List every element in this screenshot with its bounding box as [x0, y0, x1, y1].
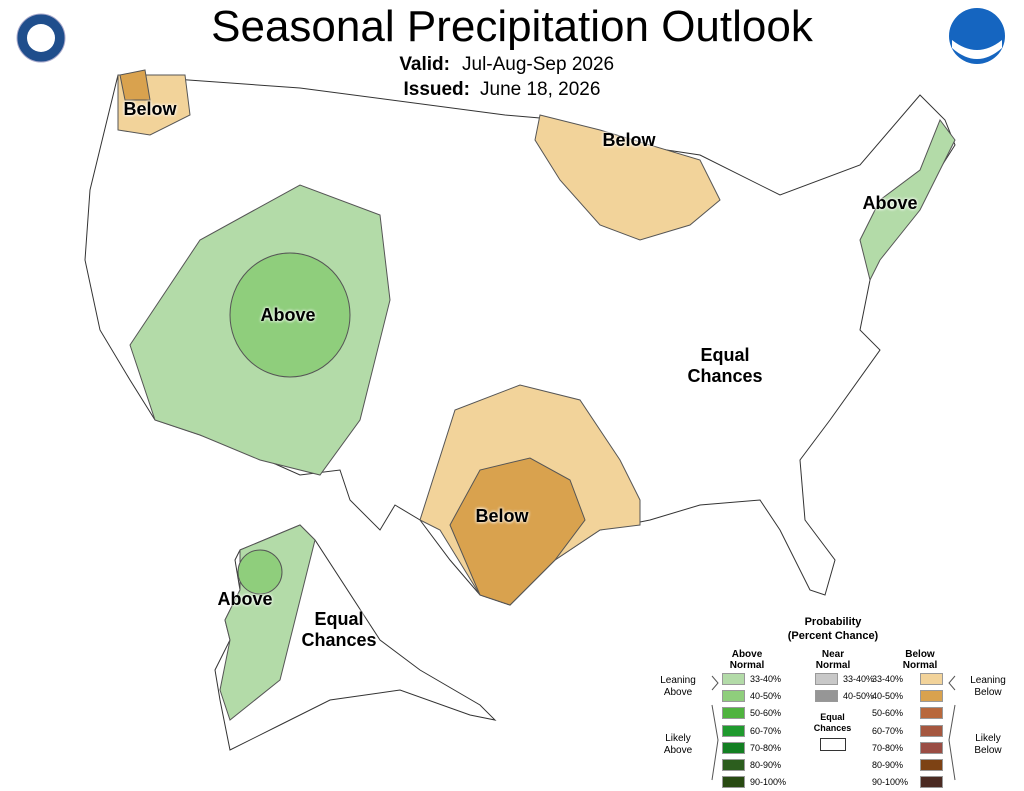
above-header: Above Normal — [729, 649, 765, 671]
below-region-south-core — [449, 457, 586, 606]
legend-swatch — [722, 707, 745, 720]
bracket-below — [948, 675, 956, 781]
legend-range: 40-50% — [750, 691, 782, 702]
legend-range: 90-100% — [872, 777, 909, 788]
legend-swatch — [722, 724, 745, 737]
above-region-alaska-core — [237, 549, 283, 595]
legend-range: 33-40% — [843, 674, 875, 684]
map-label: Below — [123, 99, 177, 119]
legend-swatch — [722, 690, 745, 703]
issued-label: Issued: — [403, 79, 470, 100]
noaa-logo-wave — [952, 40, 1002, 59]
legend-range: 50-60% — [872, 708, 904, 719]
legend-swatch — [920, 690, 943, 703]
legend-swatch — [920, 759, 943, 771]
leaning-below: Leaning Below — [970, 675, 1006, 698]
below-region-northwest-core — [119, 69, 151, 101]
below-region-great-lakes — [534, 114, 721, 241]
legend-swatch — [722, 741, 745, 754]
legend-range: 70-80% — [750, 742, 782, 753]
legend-range: 80-90% — [750, 760, 782, 770]
legend-swatch — [722, 759, 745, 771]
legend-range: 50-60% — [750, 708, 782, 719]
map-label: Above — [217, 589, 273, 609]
legend-swatch — [920, 741, 943, 754]
issued-value: June 18, 2026 — [480, 79, 601, 100]
legend-range: 33-40% — [750, 674, 782, 684]
likely-below: Likely Below — [974, 733, 1002, 756]
equal-chances-label: Equal Chances — [813, 712, 852, 733]
legend-subtitle: (Percent Chance) — [787, 630, 879, 642]
map-label: Above — [862, 193, 918, 213]
above-region-west-core — [229, 252, 351, 378]
legend-range: 80-90% — [872, 760, 904, 770]
likely-above: Likely Above — [663, 733, 693, 756]
above-region-northeast — [859, 118, 956, 282]
map-label: Below — [602, 130, 656, 150]
legend-range: 33-40% — [872, 674, 904, 684]
title: Seasonal Precipitation Outlook — [211, 2, 813, 51]
legend-swatch — [815, 673, 838, 685]
map-label: Below — [475, 506, 529, 526]
bracket-above — [711, 675, 719, 781]
legend-swatch — [920, 673, 943, 685]
legend-swatch — [920, 707, 943, 720]
legend-swatch — [722, 776, 745, 789]
near-header: Near Normal — [815, 649, 851, 671]
legend-range: 60-70% — [750, 725, 782, 736]
below-header: Below Normal — [902, 649, 938, 671]
valid-label: Valid: — [399, 54, 450, 75]
map-label: Above — [260, 305, 316, 325]
commerce-logo-inner — [27, 24, 55, 52]
leaning-above: Leaning Above — [660, 675, 696, 698]
legend-range: 90-100% — [750, 777, 787, 788]
equal-chances-swatch — [820, 738, 846, 751]
map-label: Equal Chances — [301, 609, 377, 650]
map-label: Equal Chances — [687, 345, 763, 386]
legend-range: 60-70% — [872, 725, 904, 736]
legend-swatch — [815, 690, 838, 703]
legend-range: 40-50% — [843, 691, 875, 702]
legend-swatch — [920, 776, 943, 789]
legend-range: 40-50% — [872, 691, 904, 702]
legend-range: 70-80% — [872, 742, 904, 753]
legend-swatch — [722, 673, 745, 685]
legend-swatch — [920, 724, 943, 737]
legend-title: Probability — [804, 616, 862, 628]
valid-value: Jul-Aug-Sep 2026 — [462, 54, 615, 75]
